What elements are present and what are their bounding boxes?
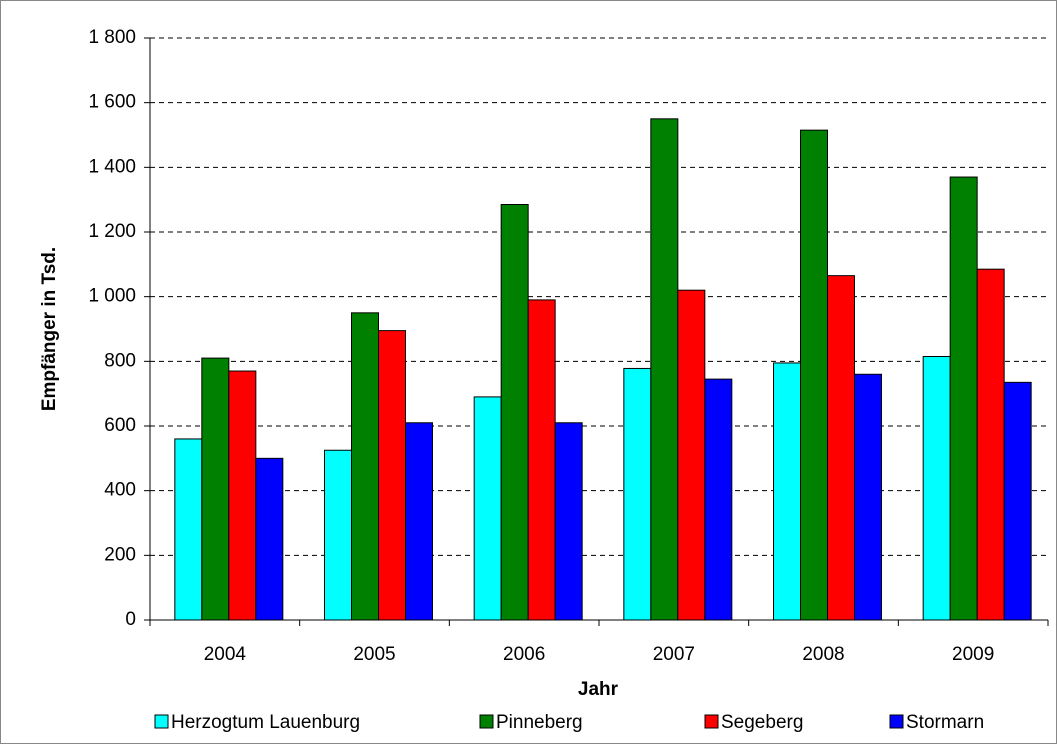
- legend-label: Herzogtum Lauenburg: [171, 712, 360, 733]
- y-tick-label: 1 400: [88, 156, 136, 177]
- y-tick-label: 800: [104, 350, 136, 371]
- bar: [174, 438, 203, 621]
- x-tick-label: 2007: [653, 644, 695, 665]
- x-tick-label: 2006: [503, 644, 545, 665]
- bar: [976, 268, 1005, 621]
- y-tick-label: 600: [104, 415, 136, 436]
- bar: [677, 289, 706, 621]
- legend-swatch: [889, 714, 904, 729]
- bar: [650, 118, 679, 621]
- bar: [1003, 381, 1032, 621]
- bar: [228, 370, 257, 621]
- bar: [255, 457, 284, 621]
- bar: [324, 449, 352, 621]
- bar: [378, 330, 406, 621]
- bar: [500, 204, 529, 621]
- y-tick-label: 400: [104, 480, 136, 501]
- bar: [949, 176, 978, 621]
- y-tick-label: 200: [104, 544, 136, 565]
- x-tick-label: 2009: [952, 644, 994, 665]
- y-tick-label: 1 800: [88, 27, 136, 48]
- y-tick-label: 1 200: [88, 221, 136, 242]
- x-tick-label: 2004: [204, 644, 247, 665]
- y-tick-label: 1 000: [88, 286, 136, 307]
- bar: [351, 312, 379, 621]
- x-tick-label: 2005: [353, 644, 395, 665]
- bar: [827, 275, 855, 621]
- x-axis-title: Jahr: [578, 679, 619, 700]
- legend-label: Pinneberg: [496, 712, 583, 733]
- bar: [922, 355, 951, 621]
- legend-label: Segeberg: [721, 712, 803, 733]
- bar: [473, 396, 502, 621]
- bar: [527, 299, 556, 621]
- bar: [854, 373, 882, 621]
- bar: [201, 357, 230, 621]
- bar: [800, 129, 828, 621]
- bar: [554, 422, 583, 621]
- bar: [623, 367, 652, 621]
- y-tick-label: 0: [125, 609, 136, 630]
- x-tick-label: 2008: [802, 644, 844, 665]
- legend-swatch: [154, 714, 169, 729]
- y-tick-label: 1 600: [88, 92, 136, 113]
- legend-swatch: [479, 714, 494, 729]
- bar: [773, 362, 801, 621]
- y-axis-title: Empfänger in Tsd.: [39, 247, 60, 411]
- legend-label: Stormarn: [906, 712, 984, 733]
- bar: [704, 378, 733, 621]
- bar: [405, 422, 433, 621]
- legend-swatch: [704, 714, 719, 729]
